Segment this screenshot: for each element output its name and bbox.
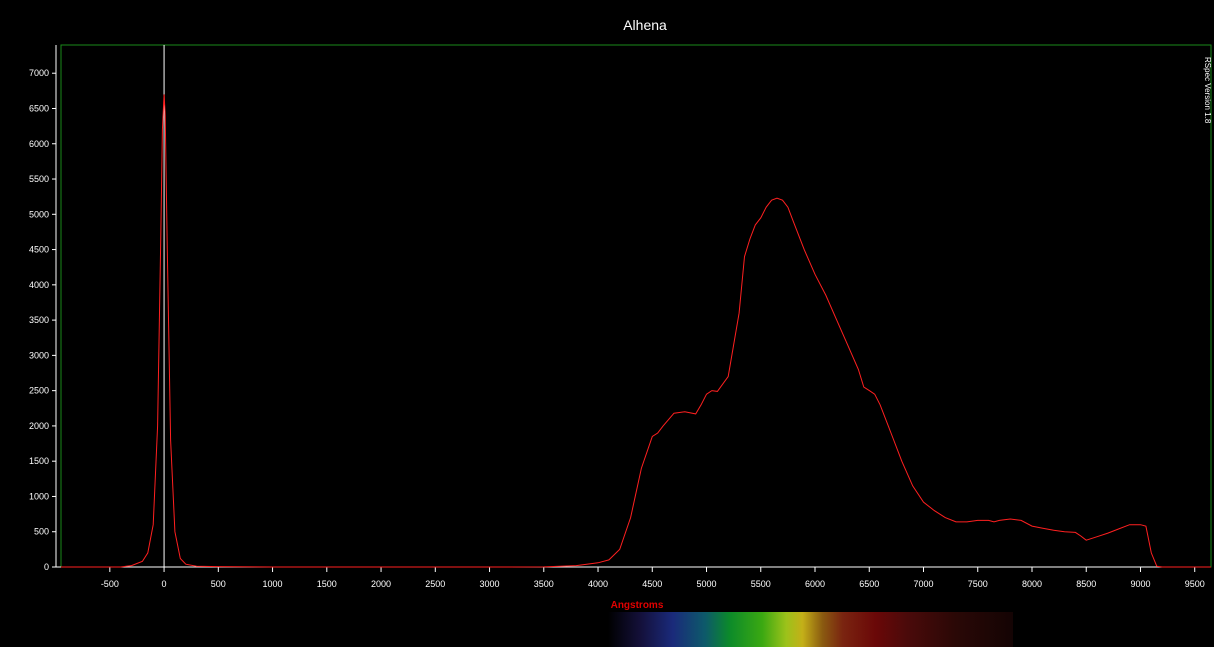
version-label: RSpec Version 1.8 (1203, 57, 1212, 124)
plot-frame (60, 44, 1212, 568)
x-axis-label: Angstroms (611, 600, 664, 611)
y-tick-label: 3500 (29, 315, 49, 325)
x-tick-label: 1000 (263, 579, 283, 589)
chart-title: Alhena (623, 17, 667, 33)
x-tick-label: 500 (211, 579, 226, 589)
x-tick-label: 2000 (371, 579, 391, 589)
x-tick-label: 9000 (1130, 579, 1150, 589)
x-tick-label: 3500 (534, 579, 554, 589)
y-tick-label: 4000 (29, 280, 49, 290)
x-tick-label: 7000 (913, 579, 933, 589)
y-tick-label: 4500 (29, 245, 49, 255)
x-tick-label: 0 (162, 579, 167, 589)
x-tick-label: 4500 (642, 579, 662, 589)
y-tick-label: 6500 (29, 103, 49, 113)
x-tick-label: 9500 (1185, 579, 1205, 589)
x-tick-label: 3000 (480, 579, 500, 589)
y-tick-label: 5000 (29, 209, 49, 219)
x-tick-label: 8500 (1076, 579, 1096, 589)
y-tick-label: 500 (34, 527, 49, 537)
x-axis: -500 0 500 1000 1500 2000 2500 3000 3500 4000 4500… (101, 567, 1205, 589)
y-tick-label: 1500 (29, 456, 49, 466)
x-tick-label: -500 (101, 579, 119, 589)
x-tick-label: 4000 (588, 579, 608, 589)
x-tick-label: 5500 (751, 579, 771, 589)
y-axis: 0 500 1000 1500 2000 2500 3000 3500 4000 4500 5000… (29, 68, 56, 572)
y-tick-label: 2500 (29, 386, 49, 396)
y-tick-label: 7000 (29, 68, 49, 78)
axes (55, 45, 1211, 568)
x-tick-label: 7500 (968, 579, 988, 589)
x-tick-label: 2500 (425, 579, 445, 589)
spectrum-color-bar (608, 612, 1013, 647)
x-tick-label: 8000 (1022, 579, 1042, 589)
spectrum-series-line (61, 94, 1211, 568)
y-tick-label: 6000 (29, 139, 49, 149)
y-tick-label: 2000 (29, 421, 49, 431)
x-tick-label: 6000 (805, 579, 825, 589)
y-tick-label: 1000 (29, 491, 49, 501)
x-tick-label: 5000 (697, 579, 717, 589)
x-tick-label: 1500 (317, 579, 337, 589)
y-tick-label: 3000 (29, 350, 49, 360)
y-tick-label: 5500 (29, 174, 49, 184)
y-tick-label: 0 (44, 562, 49, 572)
x-tick-label: 6500 (859, 579, 879, 589)
